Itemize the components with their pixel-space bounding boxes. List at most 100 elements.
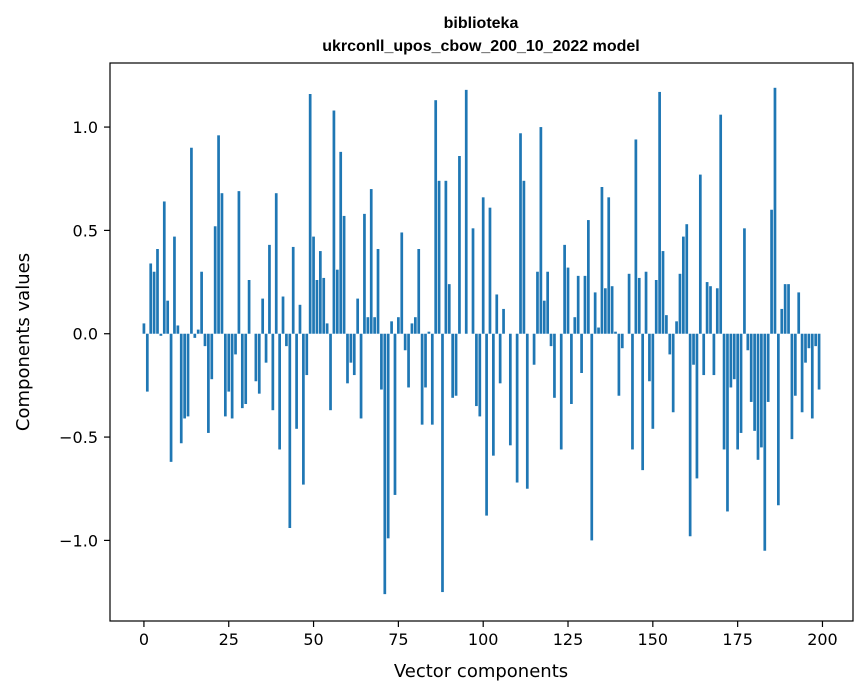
bar [302, 333, 305, 485]
bar [559, 333, 563, 450]
bar [230, 333, 234, 419]
bar [481, 197, 485, 334]
bar-series [142, 87, 821, 595]
bar [719, 114, 723, 334]
bar [237, 191, 241, 334]
bar [783, 284, 787, 334]
bar [793, 333, 797, 396]
bar [682, 236, 685, 334]
bar [335, 269, 339, 334]
bar [763, 333, 767, 551]
bar [536, 271, 539, 334]
bar [390, 321, 393, 334]
bar [244, 333, 248, 404]
bar [322, 277, 326, 334]
bar [464, 89, 468, 334]
bar [736, 333, 739, 450]
bar [597, 327, 600, 334]
bar [726, 333, 729, 512]
bar [247, 280, 251, 334]
bar [766, 333, 770, 402]
bar [142, 323, 146, 334]
bar [274, 193, 278, 334]
bar [152, 271, 156, 334]
bar [176, 325, 180, 334]
bar [756, 333, 760, 460]
bar [770, 209, 773, 334]
bar [478, 333, 482, 417]
bar [210, 333, 214, 380]
bar [373, 317, 376, 334]
bar [380, 333, 383, 390]
bar [240, 333, 244, 409]
bar [427, 331, 431, 334]
bar [305, 333, 309, 376]
bar [434, 100, 438, 334]
bar [451, 333, 455, 398]
bar [417, 249, 421, 334]
bar [804, 333, 807, 363]
bar [169, 333, 173, 462]
bar [709, 286, 712, 334]
bar [352, 333, 356, 376]
bar [458, 156, 461, 334]
bar [190, 147, 193, 334]
bar [800, 333, 804, 413]
chart-title: biblioteka [444, 15, 519, 32]
bar [264, 333, 268, 363]
bar [698, 174, 702, 334]
x-tick-label: 50 [303, 630, 323, 649]
bar [193, 333, 197, 338]
bar [739, 333, 743, 433]
bar [617, 333, 621, 396]
bar [637, 277, 641, 334]
bar [641, 333, 645, 471]
bar [590, 333, 594, 541]
bar [797, 292, 801, 334]
bar [692, 333, 695, 365]
bar [773, 87, 777, 334]
bar [648, 333, 651, 382]
bar [363, 213, 366, 334]
x-tick-label: 175 [722, 630, 753, 649]
bar [329, 333, 332, 411]
bar [291, 246, 295, 334]
bar [678, 273, 682, 334]
bar [366, 317, 370, 334]
bar [227, 333, 231, 392]
x-tick-label: 125 [553, 630, 584, 649]
bar [183, 333, 186, 419]
x-axis: 0 25 50 75 100 125 150 175 200 [139, 621, 838, 649]
bar [492, 333, 495, 456]
bar [563, 244, 566, 334]
bar [495, 294, 499, 334]
bar [213, 226, 217, 334]
bar [570, 333, 573, 404]
bar [508, 333, 512, 446]
bar [780, 308, 784, 334]
y-tick-label: 1.0 [73, 118, 98, 137]
plot-frame [109, 62, 854, 622]
bar [485, 333, 488, 516]
bar [145, 333, 149, 392]
bar [542, 300, 546, 334]
bar [454, 333, 458, 396]
bar [271, 333, 275, 411]
bar [502, 308, 505, 334]
y-tick-label: −1.0 [59, 531, 98, 550]
bar [156, 249, 159, 334]
bar [715, 288, 719, 334]
bar [346, 333, 349, 384]
bar [675, 321, 678, 334]
bar [814, 333, 818, 347]
bar [359, 333, 363, 419]
bar [532, 333, 536, 365]
bar [223, 333, 227, 417]
bar [166, 300, 170, 334]
bar [234, 333, 237, 355]
bar [397, 317, 400, 334]
bar [315, 280, 319, 334]
bar [407, 333, 410, 388]
bar [444, 180, 448, 334]
bar [722, 333, 726, 450]
